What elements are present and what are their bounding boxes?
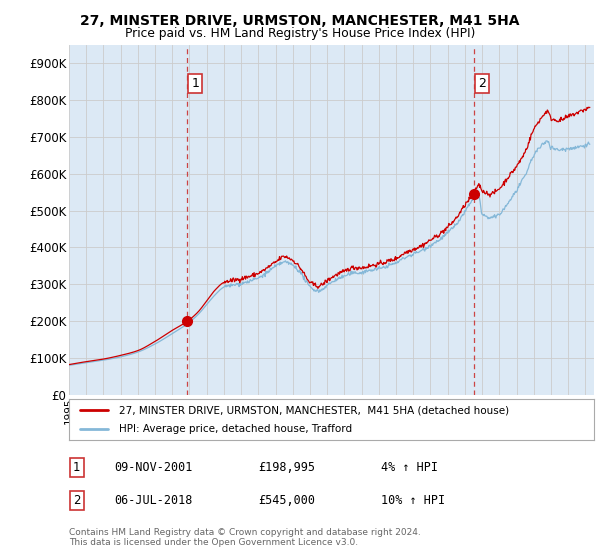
Text: HPI: Average price, detached house, Trafford: HPI: Average price, detached house, Traf…: [119, 424, 352, 433]
Text: 06-JUL-2018: 06-JUL-2018: [114, 493, 193, 507]
Text: 27, MINSTER DRIVE, URMSTON, MANCHESTER, M41 5HA: 27, MINSTER DRIVE, URMSTON, MANCHESTER, …: [80, 14, 520, 28]
Text: Contains HM Land Registry data © Crown copyright and database right 2024.
This d: Contains HM Land Registry data © Crown c…: [69, 528, 421, 547]
Text: 2: 2: [478, 77, 486, 90]
Text: 09-NOV-2001: 09-NOV-2001: [114, 461, 193, 474]
Text: £545,000: £545,000: [258, 493, 315, 507]
Text: Price paid vs. HM Land Registry's House Price Index (HPI): Price paid vs. HM Land Registry's House …: [125, 27, 475, 40]
Text: 4% ↑ HPI: 4% ↑ HPI: [381, 461, 438, 474]
Text: 27, MINSTER DRIVE, URMSTON, MANCHESTER,  M41 5HA (detached house): 27, MINSTER DRIVE, URMSTON, MANCHESTER, …: [119, 405, 509, 415]
Text: 2: 2: [73, 493, 80, 507]
Text: £198,995: £198,995: [258, 461, 315, 474]
Text: 1: 1: [73, 461, 80, 474]
Text: 10% ↑ HPI: 10% ↑ HPI: [381, 493, 445, 507]
Text: 1: 1: [191, 77, 199, 90]
